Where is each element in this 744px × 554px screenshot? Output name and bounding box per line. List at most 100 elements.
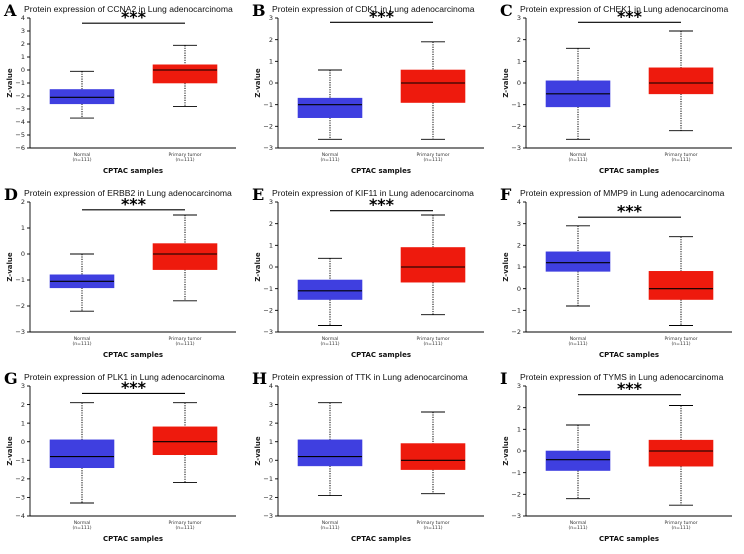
significance-stars: *** — [617, 379, 643, 398]
box-tumor — [400, 247, 466, 283]
x-axis-label: CPTAC samples — [599, 351, 659, 359]
panel-letter: G — [4, 369, 18, 388]
sample-count-label: (n=111) — [175, 341, 194, 347]
category-label: Normal — [74, 152, 91, 158]
y-tick-label: 3 — [269, 401, 273, 409]
y-tick-label: −3 — [263, 512, 273, 520]
category-label: Primary tumor — [664, 336, 697, 342]
y-tick-label: 4 — [21, 14, 25, 22]
category-label: Primary tumor — [168, 520, 201, 526]
y-axis-label: Z-value — [502, 436, 510, 466]
category-label: Normal — [74, 336, 91, 342]
category-label: Primary tumor — [416, 336, 449, 342]
category-label: Normal — [322, 336, 339, 342]
y-tick-label: −1 — [263, 101, 273, 109]
panel-letter: C — [500, 1, 513, 20]
box-normal — [297, 97, 363, 118]
sample-count-label: (n=111) — [423, 525, 442, 531]
category-label: Primary tumor — [664, 152, 697, 158]
x-axis-label: CPTAC samples — [351, 351, 411, 359]
sample-count-label: (n=111) — [671, 157, 690, 163]
y-tick-label: 0 — [269, 263, 273, 271]
y-tick-label: −2 — [263, 494, 273, 502]
y-tick-label: 0 — [517, 79, 521, 87]
boxplot-svg: −6−5−4−3−2−101234Z-valueNormal(n=111)Pri… — [6, 8, 236, 175]
chart-panel-d: −3 −2 −1 0 1 2 Z-value Normal (n=111) Primary tum… — [0, 184, 248, 368]
box-normal — [297, 439, 363, 467]
panel-letter: B — [252, 1, 266, 20]
box-tumor — [400, 443, 466, 470]
box-tumor — [152, 426, 218, 456]
y-axis-label: Z-value — [6, 436, 14, 466]
y-tick-label: 0 — [21, 250, 25, 258]
x-axis-label: CPTAC samples — [351, 535, 411, 543]
panel-letter: F — [500, 185, 512, 204]
category-label: Primary tumor — [416, 152, 449, 158]
y-axis-label: Z-value — [502, 252, 510, 282]
sample-count-label: (n=111) — [671, 525, 690, 531]
chart-panel-e: −3 −2 −1 0 1 2 3 Z-value Normal (n=111) Primary tu… — [248, 184, 496, 368]
chart-panel-b: −3 −2 −1 0 1 2 3 Z-value Normal (n=111) Primary tu… — [248, 0, 496, 184]
y-axis-label: Z-value — [6, 252, 14, 282]
y-tick-label: 3 — [269, 14, 273, 22]
y-tick-label: −1 — [511, 307, 521, 315]
significance-stars: *** — [121, 194, 147, 213]
y-tick-label: 0 — [517, 447, 521, 455]
chart-title: Protein expression of KIF11 in Lung aden… — [272, 188, 474, 198]
y-tick-label: −3 — [263, 328, 273, 336]
y-tick-label: 2 — [21, 401, 25, 409]
box-normal — [297, 279, 363, 300]
category-label: Primary tumor — [168, 336, 201, 342]
box-normal — [49, 439, 115, 469]
category-label: Normal — [570, 520, 587, 526]
y-tick-label: 4 — [517, 198, 521, 206]
chart-panel-h: −3 −2 −1 0 1 2 3 4 Z-value Normal (n=111) Primary t… — [248, 368, 496, 552]
y-axis-label: Z-value — [502, 68, 510, 98]
y-tick-label: 1 — [21, 53, 25, 61]
y-tick-label: −1 — [15, 276, 25, 284]
y-tick-label: 2 — [269, 419, 273, 427]
y-tick-label: 2 — [517, 242, 521, 250]
x-axis-label: CPTAC samples — [103, 535, 163, 543]
y-tick-label: 3 — [269, 198, 273, 206]
y-tick-label: −2 — [511, 328, 521, 336]
panel-letter: A — [4, 1, 17, 20]
y-tick-label: 0 — [21, 438, 25, 446]
significance-stars: *** — [369, 7, 395, 26]
category-label: Primary tumor — [664, 520, 697, 526]
y-tick-label: −6 — [15, 144, 25, 152]
y-tick-label: −3 — [511, 512, 521, 520]
panel-letter: D — [4, 185, 18, 204]
y-tick-label: 0 — [517, 285, 521, 293]
y-tick-label: 1 — [269, 58, 273, 66]
y-tick-label: 3 — [21, 382, 25, 390]
y-tick-label: 2 — [517, 36, 521, 44]
y-tick-label: −2 — [263, 307, 273, 315]
significance-stars: *** — [617, 202, 643, 221]
y-tick-label: 2 — [269, 36, 273, 44]
y-tick-label: −1 — [15, 456, 25, 464]
y-tick-label: 3 — [517, 14, 521, 22]
sample-count-label: (n=111) — [568, 157, 587, 163]
chart-title: Protein expression of CDK1 in Lung adeno… — [272, 4, 475, 14]
box-normal — [545, 251, 611, 272]
y-tick-label: 1 — [269, 438, 273, 446]
y-tick-label: 2 — [21, 198, 25, 206]
y-tick-label: 0 — [269, 79, 273, 87]
y-tick-label: −3 — [15, 105, 25, 113]
y-tick-label: 3 — [517, 382, 521, 390]
y-tick-label: 1 — [269, 242, 273, 250]
chart-title: Protein expression of CCNA2 in Lung aden… — [24, 4, 233, 14]
sample-count-label: (n=111) — [72, 525, 91, 531]
significance-stars: *** — [121, 8, 147, 27]
x-axis-label: CPTAC samples — [103, 351, 163, 359]
y-tick-label: −3 — [15, 494, 25, 502]
chart-panel-f: −2 −1 0 1 2 3 4 Z-value Normal (n=111) Primary tum… — [496, 184, 744, 368]
sample-count-label: (n=111) — [568, 525, 587, 531]
y-tick-label: −1 — [15, 79, 25, 87]
box-tumor — [152, 64, 218, 84]
